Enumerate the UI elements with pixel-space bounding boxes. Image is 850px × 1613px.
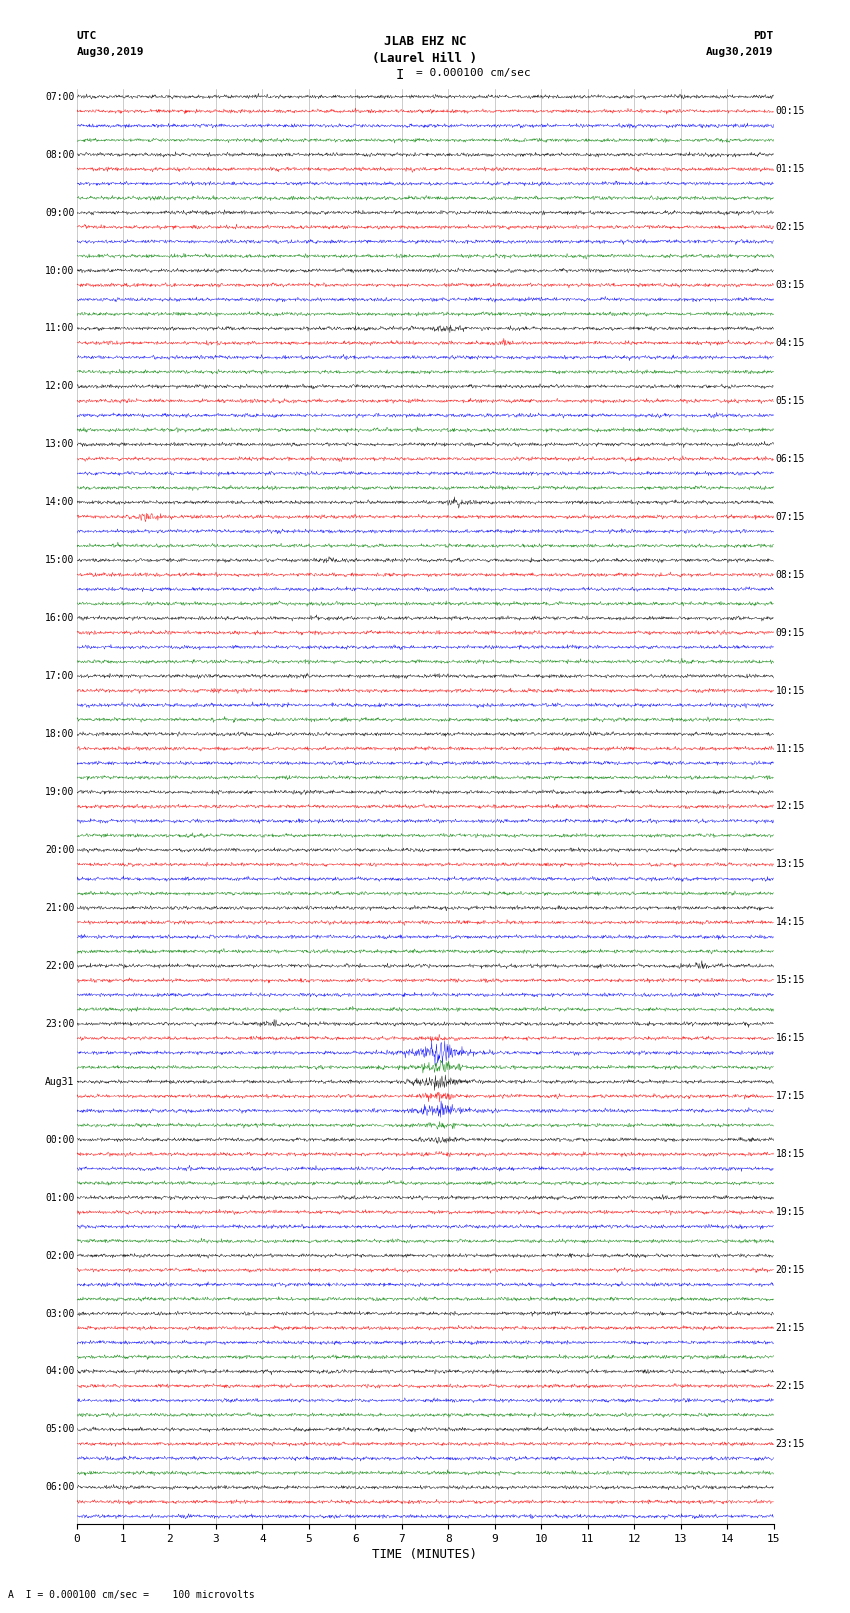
X-axis label: TIME (MINUTES): TIME (MINUTES) xyxy=(372,1548,478,1561)
Text: 03:00: 03:00 xyxy=(45,1308,75,1318)
Text: 19:00: 19:00 xyxy=(45,787,75,797)
Text: 18:15: 18:15 xyxy=(775,1148,805,1160)
Text: PDT: PDT xyxy=(753,31,774,40)
Text: 13:00: 13:00 xyxy=(45,439,75,450)
Text: JLAB EHZ NC: JLAB EHZ NC xyxy=(383,35,467,48)
Text: 05:15: 05:15 xyxy=(775,395,805,406)
Text: 13:15: 13:15 xyxy=(775,860,805,869)
Text: 00:15: 00:15 xyxy=(775,106,805,116)
Text: 04:00: 04:00 xyxy=(45,1366,75,1376)
Text: 14:00: 14:00 xyxy=(45,497,75,508)
Text: I: I xyxy=(395,68,404,82)
Text: 09:15: 09:15 xyxy=(775,627,805,637)
Text: 16:00: 16:00 xyxy=(45,613,75,623)
Text: 17:00: 17:00 xyxy=(45,671,75,681)
Text: 01:00: 01:00 xyxy=(45,1192,75,1203)
Text: 08:00: 08:00 xyxy=(45,150,75,160)
Text: 23:00: 23:00 xyxy=(45,1019,75,1029)
Text: 16:15: 16:15 xyxy=(775,1034,805,1044)
Text: 20:15: 20:15 xyxy=(775,1265,805,1274)
Text: 08:15: 08:15 xyxy=(775,569,805,579)
Text: 02:15: 02:15 xyxy=(775,223,805,232)
Text: 11:15: 11:15 xyxy=(775,744,805,753)
Text: 18:00: 18:00 xyxy=(45,729,75,739)
Text: 10:00: 10:00 xyxy=(45,266,75,276)
Text: UTC: UTC xyxy=(76,31,97,40)
Text: 03:15: 03:15 xyxy=(775,281,805,290)
Text: 07:00: 07:00 xyxy=(45,92,75,102)
Text: 05:00: 05:00 xyxy=(45,1424,75,1434)
Text: 20:00: 20:00 xyxy=(45,845,75,855)
Text: 14:15: 14:15 xyxy=(775,918,805,927)
Text: 22:15: 22:15 xyxy=(775,1381,805,1390)
Text: 04:15: 04:15 xyxy=(775,339,805,348)
Text: 09:00: 09:00 xyxy=(45,208,75,218)
Text: 19:15: 19:15 xyxy=(775,1207,805,1218)
Text: A  I = 0.000100 cm/sec =    100 microvolts: A I = 0.000100 cm/sec = 100 microvolts xyxy=(8,1590,255,1600)
Text: 06:00: 06:00 xyxy=(45,1482,75,1492)
Text: Aug30,2019: Aug30,2019 xyxy=(706,47,774,56)
Text: Aug30,2019: Aug30,2019 xyxy=(76,47,144,56)
Text: 12:00: 12:00 xyxy=(45,381,75,392)
Text: 10:15: 10:15 xyxy=(775,686,805,695)
Text: 02:00: 02:00 xyxy=(45,1250,75,1261)
Text: 00:00: 00:00 xyxy=(45,1134,75,1145)
Text: 21:00: 21:00 xyxy=(45,903,75,913)
Text: 11:00: 11:00 xyxy=(45,324,75,334)
Text: 01:15: 01:15 xyxy=(775,165,805,174)
Text: (Laurel Hill ): (Laurel Hill ) xyxy=(372,52,478,65)
Text: 15:15: 15:15 xyxy=(775,976,805,986)
Text: 12:15: 12:15 xyxy=(775,802,805,811)
Text: 21:15: 21:15 xyxy=(775,1323,805,1332)
Text: = 0.000100 cm/sec: = 0.000100 cm/sec xyxy=(416,68,531,77)
Text: 07:15: 07:15 xyxy=(775,511,805,521)
Text: Aug31: Aug31 xyxy=(45,1077,75,1087)
Text: 22:00: 22:00 xyxy=(45,961,75,971)
Text: 15:00: 15:00 xyxy=(45,555,75,565)
Text: 23:15: 23:15 xyxy=(775,1439,805,1448)
Text: 17:15: 17:15 xyxy=(775,1092,805,1102)
Text: 06:15: 06:15 xyxy=(775,453,805,465)
